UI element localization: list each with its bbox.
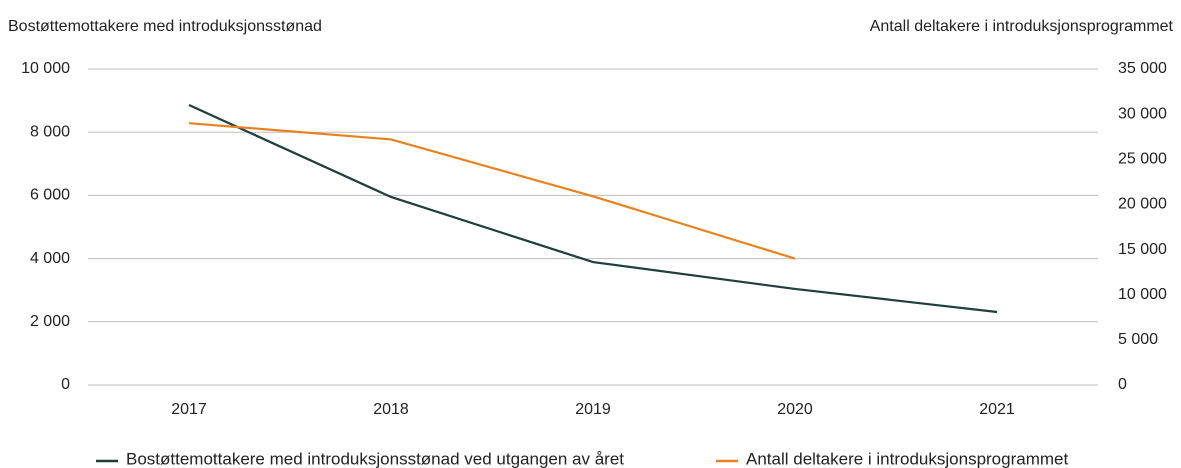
x-tick-label: 2019 (575, 401, 611, 418)
y2-tick-label: 20 000 (1118, 196, 1167, 213)
y-tick-label: 0 (61, 376, 70, 393)
y-tick-label: 4 000 (30, 250, 70, 267)
y2-tick-label: 10 000 (1118, 286, 1167, 303)
y-tick-label: 6 000 (30, 187, 70, 204)
legend-label: Antall deltakere i introduksjonsprogramm… (746, 449, 1068, 468)
x-tick-label: 2021 (979, 401, 1015, 418)
y-tick-label: 8 000 (30, 123, 70, 140)
y2-tick-label: 30 000 (1118, 105, 1167, 122)
y-tick-label: 2 000 (30, 313, 70, 330)
y2-tick-label: 25 000 (1118, 151, 1167, 168)
y2-tick-label: 35 000 (1118, 60, 1167, 77)
y2-axis-title: Antall deltakere i introduksjonsprogramm… (870, 18, 1174, 35)
y-axis-title: Bostøttemottakere med introduksjonsstøna… (8, 18, 322, 35)
legend-label: Bostøttemottakere med introduksjonsstøna… (126, 449, 624, 468)
y2-tick-label: 0 (1118, 376, 1127, 393)
y2-tick-label: 5 000 (1118, 331, 1158, 348)
x-tick-label: 2017 (171, 401, 207, 418)
x-tick-label: 2020 (777, 401, 813, 418)
y2-tick-label: 15 000 (1118, 241, 1167, 258)
series-line (188, 122, 796, 260)
y-tick-label: 10 000 (21, 60, 70, 77)
series-line (188, 104, 998, 314)
x-tick-label: 2018 (373, 401, 409, 418)
